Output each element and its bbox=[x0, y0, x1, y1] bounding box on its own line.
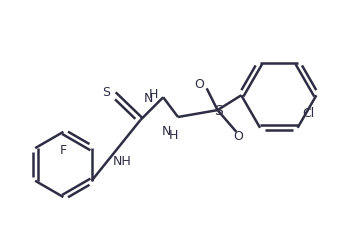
Text: O: O bbox=[233, 130, 243, 143]
Text: F: F bbox=[60, 144, 67, 157]
Text: H: H bbox=[149, 88, 158, 101]
Text: H: H bbox=[168, 129, 178, 142]
Text: N: N bbox=[162, 125, 171, 138]
Text: Cl: Cl bbox=[302, 107, 315, 120]
Text: O: O bbox=[194, 78, 204, 91]
Text: S: S bbox=[102, 86, 110, 99]
Text: NH: NH bbox=[113, 155, 131, 168]
Text: N: N bbox=[144, 92, 154, 105]
Text: S: S bbox=[214, 104, 223, 118]
